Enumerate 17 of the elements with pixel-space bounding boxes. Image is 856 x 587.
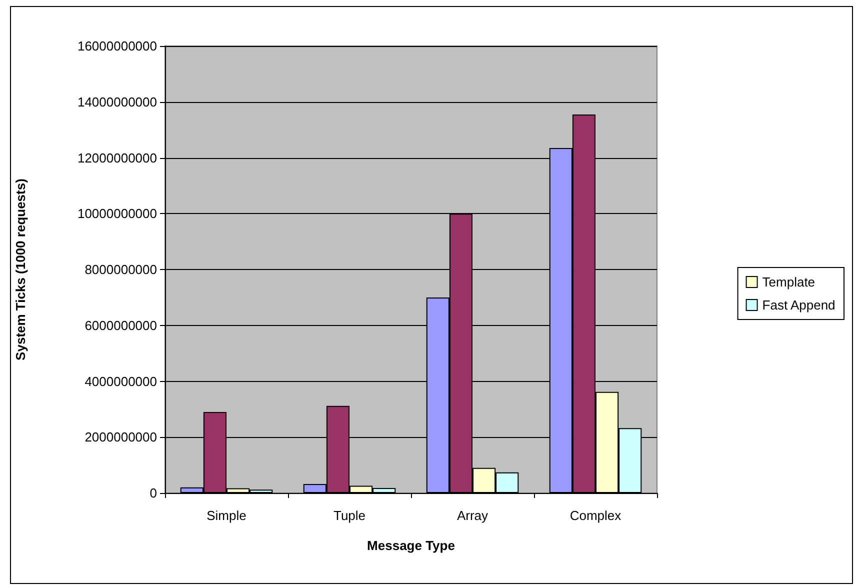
x-tick-label: Array xyxy=(456,508,489,523)
legend-label: Fast Append xyxy=(762,298,836,312)
y-tick-label: 10000000000 xyxy=(77,206,157,222)
x-tick-label: Complex xyxy=(570,508,622,523)
y-tick-label: 12000000000 xyxy=(77,150,157,166)
y-tick-label: 6000000000 xyxy=(84,318,157,333)
y-tick-label: 0 xyxy=(150,486,157,500)
y-tick-label: 8000000000 xyxy=(84,262,157,277)
y-tick-label: 14000000000 xyxy=(77,94,157,110)
x-axis-title: Message Type xyxy=(367,538,455,553)
y-axis-title: System Ticks (1000 requests) xyxy=(13,178,28,360)
x-tick-label: Tuple xyxy=(333,508,366,523)
y-tick-label: 16000000000 xyxy=(77,38,157,54)
y-tick-label: 2000000000 xyxy=(84,430,157,445)
legend-label: Template xyxy=(762,274,816,290)
y-tick-label: 4000000000 xyxy=(84,374,157,389)
x-tick-label: Simple xyxy=(206,508,246,523)
